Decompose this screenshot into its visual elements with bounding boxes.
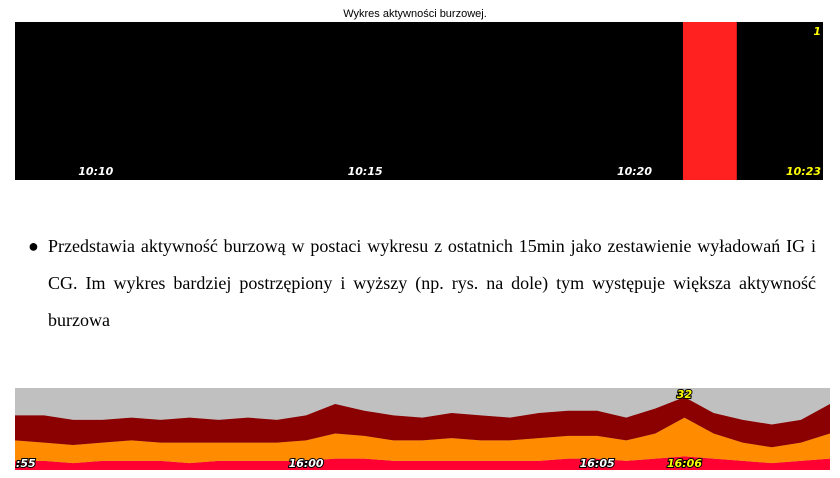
x-tick-label: 16:06 bbox=[667, 457, 702, 470]
x-tick-label: 10:20 bbox=[617, 165, 652, 178]
paragraph: Przedstawia aktywność burzową w postaci … bbox=[48, 236, 816, 330]
x-tick-label: 10:15 bbox=[348, 165, 383, 178]
bar bbox=[682, 22, 737, 180]
y-tick-label: 1 bbox=[813, 25, 821, 38]
area bbox=[15, 456, 830, 470]
x-tick-label: 10:23 bbox=[786, 165, 821, 178]
peak-label: 32 bbox=[677, 388, 693, 401]
area bbox=[15, 397, 830, 448]
chart-title: Wykres aktywności burzowej. bbox=[343, 8, 487, 20]
x-tick-label: 10:10 bbox=[78, 165, 113, 178]
x-tick-label: 16:00 bbox=[289, 457, 324, 470]
x-tick-label: :55 bbox=[16, 457, 36, 470]
x-tick-label: 16:05 bbox=[580, 457, 615, 470]
bullet: ● bbox=[28, 236, 39, 256]
